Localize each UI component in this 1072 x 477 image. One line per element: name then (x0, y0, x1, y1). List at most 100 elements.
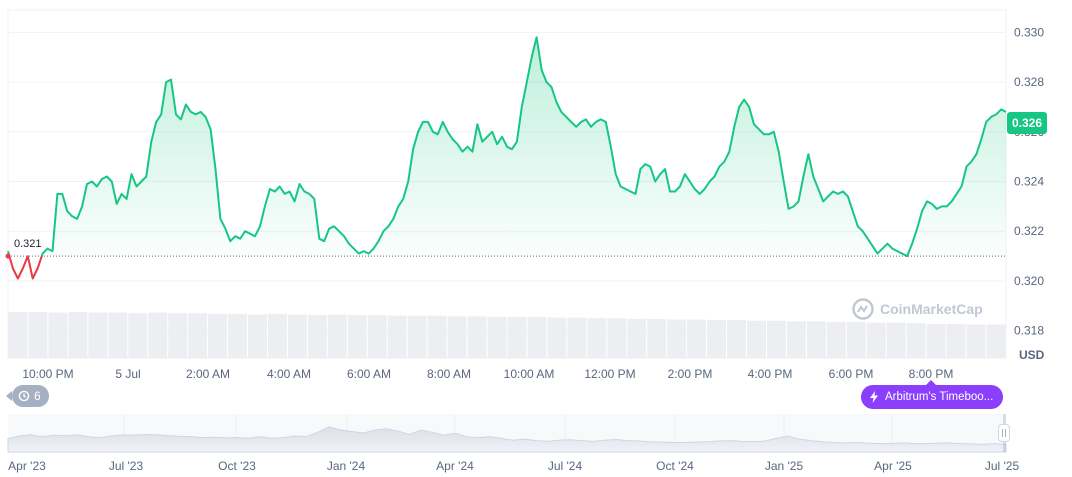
history-badge[interactable]: 6 (6, 385, 49, 407)
volume-bars (8, 312, 1006, 358)
volume-bar (707, 320, 727, 358)
x-tick-label: 10:00 AM (504, 367, 555, 381)
navigator-tick-label: Jan '25 (765, 459, 804, 473)
volume-bar (148, 312, 168, 358)
volume-bar (347, 315, 367, 358)
navigator[interactable] (7, 414, 1007, 453)
volume-bar (846, 321, 866, 358)
coinmarketcap-watermark: CoinMarketCap (852, 298, 983, 320)
x-tick-label: 2:00 AM (186, 367, 230, 381)
x-tick-label: 8:00 PM (909, 367, 954, 381)
volume-bar (946, 323, 966, 358)
volume-bar (427, 315, 447, 358)
navigator-tick-label: Jul '24 (548, 459, 583, 473)
x-axis: 10:00 PM 5 Jul 2:00 AM 4:00 AM 6:00 AM 8:00 A… (22, 367, 953, 381)
x-tick-label: 4:00 AM (267, 367, 311, 381)
volume-bar (627, 318, 647, 358)
navigator-area (7, 426, 1007, 453)
volume-bar (587, 318, 607, 358)
volume-bar (986, 324, 1006, 358)
history-count: 6 (34, 389, 41, 403)
volume-bar (88, 312, 108, 358)
y-tick-label: 0.328 (1014, 75, 1044, 89)
y-tick-label: 0.320 (1014, 274, 1044, 288)
volume-bar (287, 314, 307, 358)
x-tick-label: 5 Jul (115, 367, 140, 381)
y-tick-label: 0.322 (1014, 224, 1044, 238)
navigator-tick-label: Apr '23 (8, 459, 46, 473)
volume-bar (188, 313, 208, 358)
volume-bar (108, 312, 128, 358)
navigator-tick-label: Jul '25 (985, 459, 1020, 473)
current-price-badge: 0.326 (1007, 112, 1047, 134)
x-tick-label: 10:00 PM (22, 367, 73, 381)
volume-bar (208, 313, 228, 358)
x-tick-label: 2:00 PM (668, 367, 713, 381)
volume-bar (866, 322, 886, 358)
volume-bar (28, 312, 48, 358)
navigator-tick-label: Jul '23 (109, 459, 144, 473)
volume-bar (48, 312, 68, 358)
volume-bar (886, 322, 906, 358)
history-icon (18, 390, 30, 402)
volume-bar (68, 312, 88, 358)
volume-bar (367, 315, 387, 358)
navigator-tick-label: Oct '23 (218, 459, 256, 473)
volume-bar (407, 315, 427, 358)
lightning-icon (870, 391, 878, 403)
volume-bar (228, 313, 248, 358)
volume-bar (806, 321, 826, 358)
volume-bar (906, 323, 926, 358)
volume-bar (667, 319, 687, 358)
x-tick-label: 8:00 AM (427, 367, 471, 381)
event-label: Arbitrum's Timeboo... (885, 391, 994, 403)
navigator-tick-label: Apr '24 (436, 459, 474, 473)
navigator-tick-label: Apr '25 (874, 459, 912, 473)
volume-bar (248, 314, 267, 358)
start-price-label: 0.321 (14, 238, 42, 250)
navigator-handle[interactable] (998, 424, 1010, 442)
x-tick-label: 6:00 PM (829, 367, 874, 381)
navigator-tick-label: Jan '24 (327, 459, 366, 473)
volume-bar (467, 316, 487, 358)
x-tick-label: 12:00 PM (584, 367, 635, 381)
volume-bar (128, 313, 148, 358)
volume-bar (567, 317, 587, 358)
volume-bar (687, 319, 707, 358)
start-point (5, 253, 11, 259)
coinmarketcap-logo-icon (852, 298, 874, 320)
price-line-up (7, 36, 1007, 257)
y-tick-label: 0.318 (1014, 324, 1044, 338)
volume-bar (766, 320, 786, 358)
x-tick-label: 4:00 PM (748, 367, 793, 381)
volume-bar (447, 316, 467, 358)
volume-bar (547, 317, 567, 358)
y-tick-label: 0.324 (1014, 175, 1044, 189)
volume-bar (487, 316, 507, 358)
volume-bar (527, 316, 547, 358)
volume-bar (826, 321, 846, 358)
volume-bar (786, 321, 806, 358)
volume-bar (307, 315, 327, 358)
event-badge[interactable]: Arbitrum's Timeboo... (861, 380, 1004, 409)
currency-label: USD (1019, 348, 1045, 362)
volume-bar (387, 315, 407, 358)
volume-bar (507, 316, 527, 358)
volume-bar (926, 323, 946, 358)
navigator-tick-label: Oct '24 (656, 459, 694, 473)
volume-bar (607, 318, 627, 358)
navigator-axis: Apr '23 Jul '23 Oct '23 Jan '24 Apr '24 Jul '… (8, 459, 1019, 473)
volume-bar (327, 314, 347, 358)
watermark-text: CoinMarketCap (880, 301, 983, 317)
volume-bar (647, 318, 667, 358)
volume-bar (267, 313, 287, 358)
y-tick-label: 0.330 (1014, 25, 1044, 39)
volume-bar (966, 324, 986, 358)
volume-bar (8, 312, 28, 358)
x-tick-label: 6:00 AM (347, 367, 391, 381)
price-line (5, 36, 1007, 280)
volume-bar (727, 320, 747, 358)
volume-bar (747, 320, 766, 358)
